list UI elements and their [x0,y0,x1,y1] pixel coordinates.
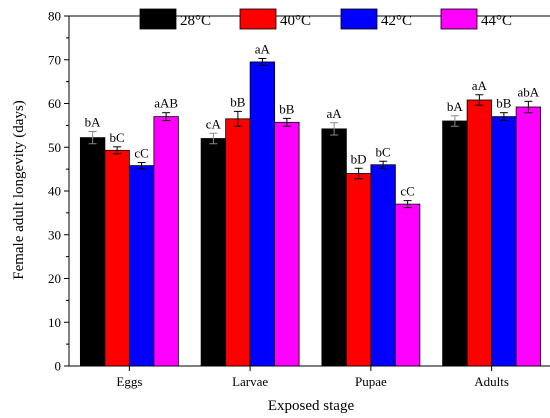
bar [274,121,300,367]
bar [249,61,276,367]
y-tick-label: 40 [48,184,61,199]
legend: 28°C 40°C 42°C 44°C [139,8,512,30]
bar-label: bA [447,99,464,114]
legend-label: 40°C [280,13,311,29]
bar-label: cC [134,146,148,161]
bar-label: bB [279,101,295,116]
bar-label: aA [472,78,488,93]
y-tick-label: 0 [55,359,62,374]
x-tick-label: Adults [474,374,509,389]
legend-swatch [440,8,478,30]
bar [153,116,179,367]
legend-swatch [239,8,277,30]
legend-swatch [340,8,378,30]
bar-label: bD [351,151,367,166]
y-tick-label: 50 [48,140,61,155]
bar [321,128,347,367]
bar [225,118,251,367]
legend-swatch [139,8,177,30]
legend-label: 42°C [381,13,412,29]
y-tick-label: 60 [48,96,61,111]
bar-label: bB [230,94,246,109]
bar [200,138,227,367]
bar-label: cA [206,116,222,131]
bar-label: aA [255,41,271,56]
bar [394,203,421,367]
bar [466,99,493,367]
legend-label: 28°C [180,13,211,29]
bar-label: aA [327,106,343,121]
x-tick-label: Eggs [116,374,142,389]
y-tick-label: 30 [48,227,61,242]
bar-label: abA [518,84,540,99]
y-tick-label: 20 [48,271,61,286]
plot-area: 0 10 20 30 40 50 60 70 80 Eggs bA bC cC aAB Larvae cA bB… [48,9,550,389]
y-tick-label: 10 [48,315,61,330]
bar [345,173,372,367]
bar-label: bA [85,115,102,130]
bar [128,165,155,367]
bar-label: bC [376,144,391,159]
x-tick-label: Larvae [232,374,268,389]
bar [370,164,396,367]
bar-label: aAB [154,96,178,111]
y-axis-title: Female adult longevity (days) [11,100,27,280]
bar-label: cC [400,184,414,199]
legend-label: 44°C [481,13,512,29]
y-tick-label: 80 [48,9,61,24]
bar [491,116,517,367]
x-axis-title: Exposed stage [268,398,355,414]
y-tick-label: 70 [48,52,61,67]
bar-label: bB [496,96,512,111]
bar [79,137,106,367]
bar [515,106,542,367]
bar-label: bC [110,130,125,145]
bar [104,149,130,367]
bar [442,120,468,367]
x-tick-label: Pupae [355,374,387,389]
